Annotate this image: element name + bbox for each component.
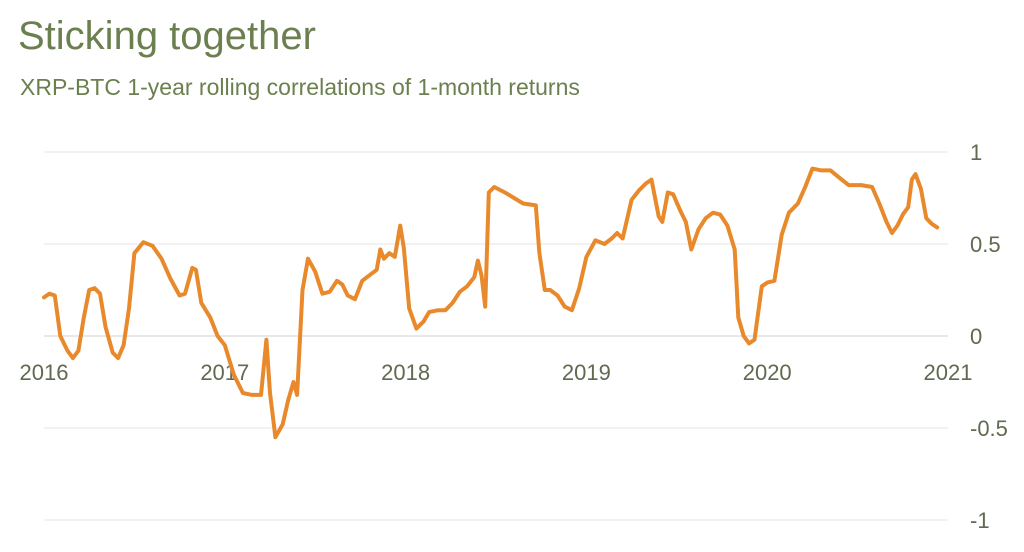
y-tick-label: 0.5 (970, 232, 1001, 257)
series-lines (42, 166, 940, 440)
y-tick-label: -1 (970, 508, 990, 533)
y-tick-label: 1 (970, 140, 982, 165)
x-tick-label: 2017 (200, 360, 249, 385)
chart-title: Sticking together (18, 14, 316, 58)
y-tick-label: -0.5 (970, 416, 1008, 441)
gridlines (44, 151, 948, 521)
correlation-series-line (42, 166, 940, 440)
y-tick-label: 0 (970, 324, 982, 349)
x-tick-label: 2021 (924, 360, 973, 385)
x-tick-label: 2020 (743, 360, 792, 385)
x-tick-label: 2018 (381, 360, 430, 385)
x-tick-label: 2019 (562, 360, 611, 385)
x-tick-label: 2016 (20, 360, 69, 385)
x-axis-tick-labels: 2016 2017 2018 2019 2020 2021 (20, 360, 973, 385)
chart-subtitle: XRP-BTC 1-year rolling correlations of 1… (20, 74, 580, 100)
y-axis-tick-labels: 1 0.5 0 -0.5 -1 (970, 140, 1008, 533)
